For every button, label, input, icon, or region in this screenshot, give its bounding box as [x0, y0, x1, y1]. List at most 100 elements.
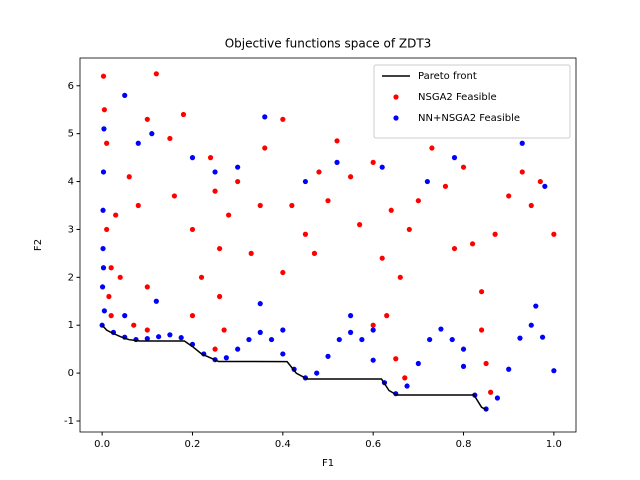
point	[189, 313, 196, 319]
point	[108, 313, 114, 319]
point	[424, 178, 430, 185]
point	[427, 336, 433, 343]
point	[167, 135, 173, 142]
point	[221, 327, 227, 333]
point	[302, 231, 309, 237]
point	[257, 202, 263, 209]
y-tick-label: 1	[68, 320, 74, 331]
point	[262, 114, 268, 120]
point	[144, 327, 150, 333]
plot-area	[99, 71, 557, 412]
point	[311, 250, 318, 256]
point	[248, 250, 254, 256]
point	[449, 336, 455, 343]
point	[334, 159, 340, 165]
point	[144, 116, 150, 122]
point	[100, 265, 107, 271]
x-tick-label: 0.4	[275, 439, 291, 450]
x-tick-label: 0.2	[185, 439, 201, 450]
y-tick-label: 3	[68, 224, 74, 235]
point	[100, 169, 107, 175]
point	[379, 255, 385, 261]
point	[246, 336, 252, 343]
x-tick-label: 0.8	[456, 439, 472, 450]
y-tick-label: 2	[68, 272, 74, 283]
y-tick-label: 4	[68, 177, 74, 188]
point	[542, 183, 548, 189]
point	[100, 207, 106, 213]
plot-frame	[79, 57, 577, 433]
point	[429, 145, 435, 151]
point	[347, 329, 354, 335]
y-tick-label: 0	[68, 368, 74, 379]
point	[280, 116, 286, 122]
point	[106, 293, 112, 300]
x-tick-label: 1.0	[546, 439, 562, 450]
point	[517, 335, 523, 341]
point	[235, 164, 241, 170]
point	[528, 202, 534, 209]
pareto-line	[101, 324, 488, 411]
point	[178, 335, 184, 341]
legend-box	[373, 64, 571, 139]
point	[113, 212, 119, 218]
point	[189, 226, 196, 233]
point	[280, 351, 286, 357]
x-tick-label: 0.0	[94, 439, 110, 450]
point	[226, 212, 232, 218]
point	[104, 140, 110, 146]
point	[551, 231, 557, 237]
point	[257, 329, 263, 335]
point	[460, 164, 467, 170]
x-tick-label: 0.6	[365, 439, 381, 450]
point	[384, 313, 390, 319]
point	[415, 360, 421, 367]
point	[135, 202, 141, 209]
point	[370, 357, 376, 363]
point	[370, 327, 376, 333]
point	[117, 274, 123, 280]
point	[404, 383, 410, 389]
point	[216, 245, 223, 252]
point	[370, 322, 376, 328]
point	[212, 346, 218, 352]
point	[347, 313, 354, 319]
y-axis-label: F2	[33, 239, 44, 251]
point	[302, 178, 309, 185]
point	[519, 140, 525, 146]
point	[314, 370, 320, 376]
point	[144, 336, 150, 342]
point	[156, 334, 162, 340]
y-tick-label: -1	[64, 416, 74, 427]
point	[393, 356, 399, 362]
point	[494, 395, 500, 401]
point	[235, 346, 241, 352]
point	[100, 245, 106, 252]
point	[551, 368, 557, 374]
point	[506, 193, 512, 199]
point	[488, 389, 494, 395]
point	[402, 375, 408, 381]
point	[359, 336, 365, 343]
point	[122, 92, 128, 98]
point	[135, 140, 141, 146]
point	[108, 265, 114, 271]
point	[180, 111, 187, 118]
legend-label: Pareto front	[418, 71, 477, 82]
point	[189, 155, 196, 161]
point	[537, 178, 543, 185]
point	[104, 226, 110, 233]
point	[528, 322, 534, 328]
legend-label: NSGA2 Feasible	[418, 92, 497, 103]
point	[506, 366, 512, 372]
point	[149, 131, 155, 137]
point	[223, 355, 229, 361]
y-tick-label: 5	[68, 129, 74, 140]
point	[101, 126, 107, 132]
point	[280, 327, 286, 333]
point	[347, 174, 354, 180]
point	[171, 193, 178, 199]
point	[101, 308, 107, 314]
legend-label: NN+NSGA2 Feasible	[418, 113, 520, 124]
